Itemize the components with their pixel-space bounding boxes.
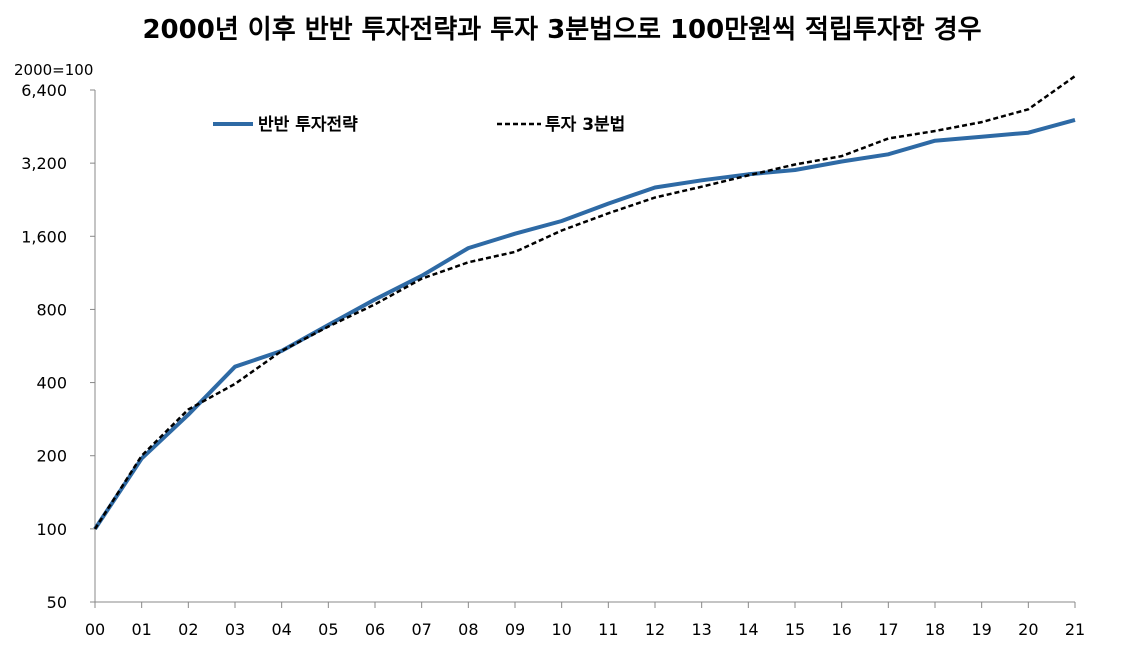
data-point <box>140 454 143 457</box>
series-line-1 <box>93 117 1076 531</box>
data-point <box>1027 108 1030 111</box>
y-tick-label: 400 <box>36 374 67 393</box>
data-point <box>560 220 563 223</box>
y-tick-label: 100 <box>36 520 67 539</box>
y-tick-label: 3,200 <box>21 154 67 173</box>
x-tick-label: 03 <box>225 620 245 639</box>
x-tick-label: 05 <box>318 620 338 639</box>
x-tick-label: 21 <box>1065 620 1085 639</box>
series-line-2 <box>93 75 1076 530</box>
data-point <box>374 303 377 306</box>
data-point <box>374 298 377 301</box>
y-tick-label: 1,600 <box>21 227 67 246</box>
series-layer <box>93 75 1077 531</box>
x-tick-label: 17 <box>878 620 898 639</box>
data-point <box>280 349 283 352</box>
data-point <box>654 196 657 199</box>
x-tick-label: 15 <box>785 620 805 639</box>
x-tick-label: 01 <box>131 620 151 639</box>
x-tick-label: 20 <box>1018 620 1038 639</box>
x-tick-label: 19 <box>971 620 991 639</box>
data-point <box>980 135 983 138</box>
data-point <box>747 174 750 177</box>
data-point <box>887 153 890 156</box>
data-point <box>514 232 517 235</box>
x-tick-label: 06 <box>365 620 385 639</box>
data-point <box>467 261 470 264</box>
axes <box>94 90 1075 603</box>
data-point <box>1027 131 1030 134</box>
data-point <box>187 413 190 416</box>
data-point <box>1074 118 1077 121</box>
legend-label-series-2: 투자 3분법 <box>545 115 625 135</box>
legend: 반반 투자전략 투자 3분법 <box>213 115 625 135</box>
y-tick-label: 200 <box>36 447 67 466</box>
x-tick-label: 08 <box>458 620 478 639</box>
x-tick-label: 16 <box>831 620 851 639</box>
data-point <box>234 382 237 385</box>
data-point <box>700 179 703 182</box>
data-point <box>234 365 237 368</box>
data-point <box>794 163 797 166</box>
x-tick-label: 12 <box>645 620 665 639</box>
y-tick-label: 800 <box>36 300 67 319</box>
data-point <box>420 277 423 280</box>
data-point <box>934 130 937 133</box>
series-1 <box>93 117 1077 531</box>
data-point <box>654 186 657 189</box>
data-point <box>840 160 843 163</box>
data-point <box>467 247 470 250</box>
data-point <box>794 169 797 172</box>
x-tick-label: 11 <box>598 620 618 639</box>
x-tick-label: 04 <box>271 620 291 639</box>
y-ticks: 50 100 200 400 800 1,600 3,200 6,400 <box>21 81 95 612</box>
data-point <box>980 121 983 124</box>
data-point <box>560 229 563 232</box>
x-tick-label: 18 <box>925 620 945 639</box>
y-tick-label: 6,400 <box>21 81 67 100</box>
y-axis-unit-label: 2000=100 <box>14 61 93 79</box>
x-tick-label: 10 <box>551 620 571 639</box>
y-tick-label: 50 <box>47 593 67 612</box>
data-point <box>94 527 97 530</box>
data-point <box>514 250 517 253</box>
x-tick-label: 14 <box>738 620 758 639</box>
data-point <box>327 325 330 328</box>
data-point <box>607 212 610 215</box>
x-ticks: 00 01 02 03 04 05 06 07 08 09 10 11 12 13 14 15 16 17 18 19… <box>85 602 1085 639</box>
legend-label-series-1: 반반 투자전략 <box>258 115 358 135</box>
chart-title: 2000년 이후 반반 투자전략과 투자 3분법으로 100만원씩 적립투자한 … <box>142 15 981 45</box>
data-point <box>934 139 937 142</box>
legend-item-series-1: 반반 투자전략 <box>213 115 358 135</box>
data-point <box>187 408 190 411</box>
data-point <box>1074 75 1077 78</box>
series-2 <box>93 75 1077 530</box>
data-point <box>607 202 610 205</box>
x-tick-label: 07 <box>411 620 431 639</box>
data-point <box>420 274 423 277</box>
data-point <box>840 155 843 158</box>
legend-item-series-2: 투자 3분법 <box>497 115 625 135</box>
x-tick-label: 00 <box>85 620 105 639</box>
x-tick-label: 09 <box>505 620 525 639</box>
x-tick-label: 02 <box>178 620 198 639</box>
x-tick-label: 13 <box>691 620 711 639</box>
data-point <box>887 137 890 140</box>
data-point <box>700 185 703 188</box>
